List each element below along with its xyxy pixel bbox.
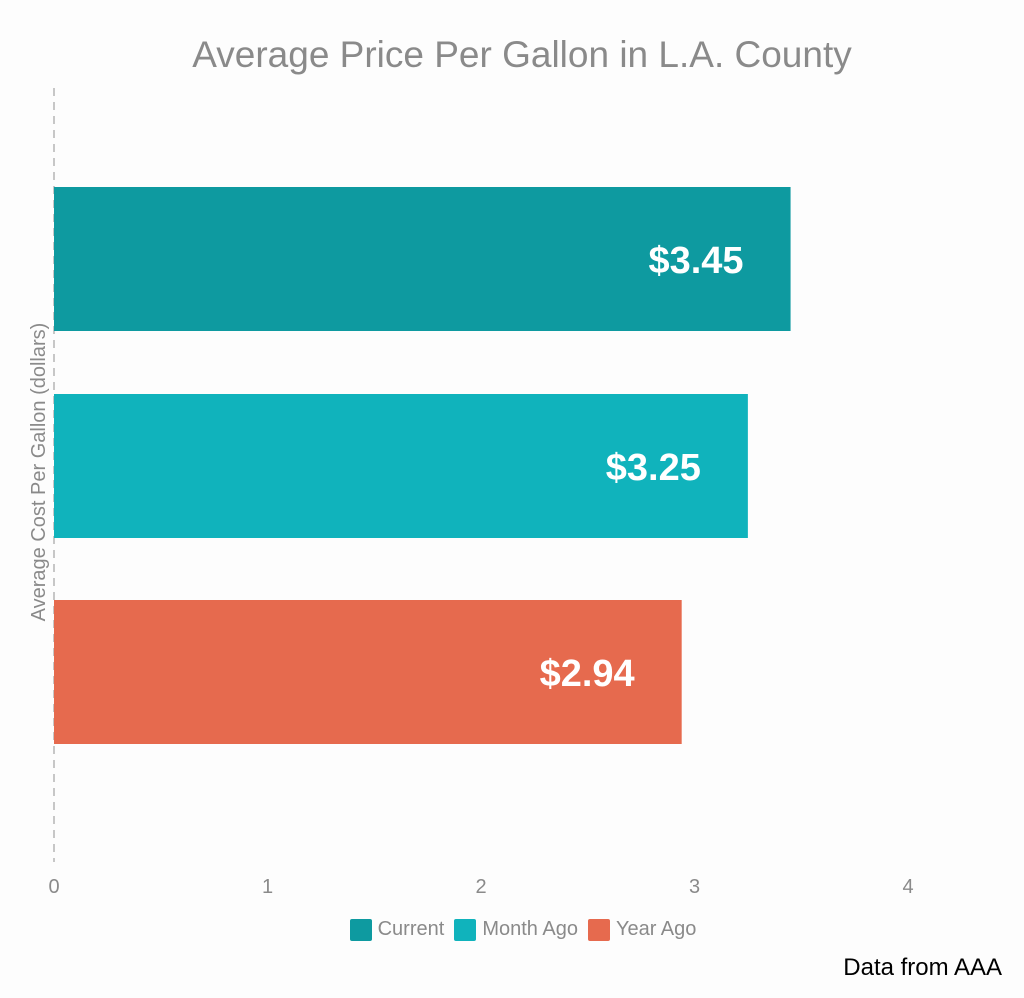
legend-swatch [349, 918, 372, 941]
legend-label: Month Ago [482, 918, 578, 940]
chart-title: Average Price Per Gallon in L.A. County [192, 34, 852, 75]
bar-month-ago [54, 394, 748, 538]
data-label: $3.25 [606, 447, 701, 489]
legend-label: Current [377, 918, 445, 940]
source-note: Data from AAA [843, 954, 1002, 981]
x-tick-label: 3 [689, 876, 700, 898]
bar-year-ago [54, 600, 682, 744]
x-tick-label: 4 [902, 876, 913, 898]
x-tick-label: 2 [475, 876, 486, 898]
y-axis-label: Average Cost Per Gallon (dollars) [28, 323, 50, 622]
x-tick-label: 1 [262, 876, 273, 898]
legend-item[interactable]: Year Ago [587, 918, 697, 941]
bar-current [54, 187, 791, 331]
legend-item[interactable]: Current [349, 918, 445, 941]
legend-label: Year Ago [615, 918, 697, 940]
legend: Current Month Ago Year Ago [0, 918, 1024, 941]
x-tick-label: 0 [48, 876, 59, 898]
legend-swatch [587, 918, 610, 941]
legend-item[interactable]: Month Ago [454, 918, 578, 941]
data-label: $2.94 [540, 653, 635, 695]
legend-swatch [454, 918, 477, 941]
data-label: $3.45 [648, 240, 743, 282]
